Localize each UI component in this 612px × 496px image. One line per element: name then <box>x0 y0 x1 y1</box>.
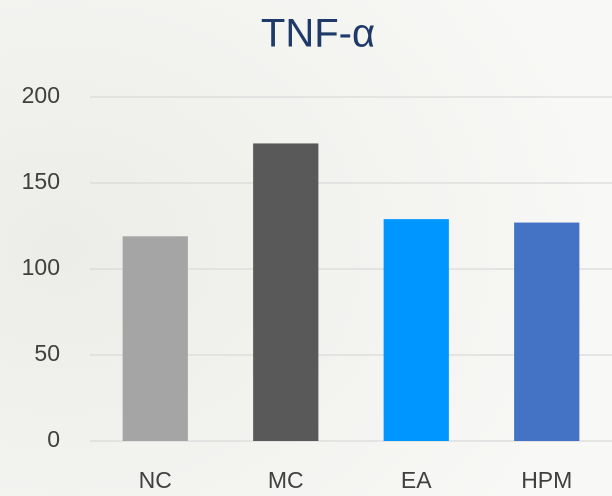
x-tick-label: HPM <box>521 467 572 493</box>
x-tick-label: EA <box>401 467 432 493</box>
page: TNF-α 050100150200NCMCEAHPM (() => { con… <box>0 0 612 496</box>
bar <box>514 223 579 441</box>
y-tick-label: 150 <box>22 168 60 194</box>
bar <box>123 236 188 441</box>
bar <box>253 143 318 441</box>
x-tick-label: NC <box>139 467 172 493</box>
y-tick-label: 100 <box>22 254 60 280</box>
y-tick-label: 0 <box>47 426 60 452</box>
bar <box>384 219 449 441</box>
chart: TNF-α 0 50 100 150 200 NC MC EA HPM <box>0 0 612 496</box>
chart-title: TNF-α <box>261 12 375 56</box>
y-tick-label: 50 <box>34 340 60 366</box>
y-tick-label: 200 <box>22 82 60 108</box>
x-tick-label: MC <box>268 467 304 493</box>
